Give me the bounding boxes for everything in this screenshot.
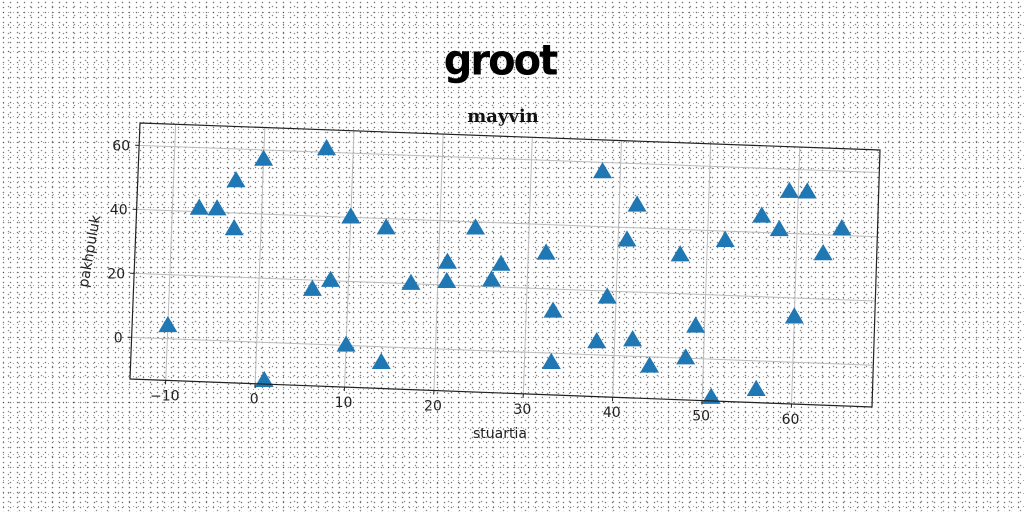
x-grid-line (433, 134, 444, 391)
plot-area: −10 0 10 20 30 40 50 60 0 20 40 60 (107, 122, 881, 428)
x-grid-line (612, 140, 622, 398)
data-point (627, 195, 647, 212)
x-tick-label: 20 (424, 398, 442, 414)
chart-subtitle: mayvin (467, 106, 539, 127)
x-tick-label: −10 (150, 388, 180, 404)
x-grid-line (522, 137, 533, 394)
data-point (784, 307, 804, 324)
x-tick-label: 60 (782, 412, 800, 428)
x-grid-line (254, 127, 266, 384)
data-point (597, 287, 617, 304)
data-point (254, 149, 274, 166)
y-tick-label: 0 (114, 330, 123, 346)
data-point (623, 330, 643, 347)
data-point (746, 379, 766, 396)
y-grid-line (131, 336, 874, 366)
tick-layer: −10 0 10 20 30 40 50 60 0 20 40 60 (107, 138, 799, 428)
x-tick-label: 40 (603, 405, 621, 421)
grid-layer (131, 124, 880, 404)
x-grid-line (791, 147, 801, 404)
data-point (371, 352, 391, 370)
data-point (813, 244, 833, 261)
data-point (640, 356, 660, 373)
x-tick-label: 30 (513, 402, 531, 418)
x-tick-label: 50 (692, 409, 710, 425)
data-point (302, 279, 322, 296)
x-grid-line (165, 124, 177, 381)
x-tick-label: 0 (250, 392, 259, 408)
data-point (158, 315, 178, 333)
data-point (207, 199, 227, 216)
data-point (676, 348, 696, 365)
y-grid-line (136, 208, 878, 238)
y-grid-line (139, 144, 880, 173)
data-point (254, 370, 274, 388)
data-point (617, 230, 637, 247)
data-point (797, 182, 817, 199)
data-point (401, 273, 421, 290)
data-point (543, 301, 563, 318)
data-point (686, 316, 706, 333)
data-point (701, 387, 721, 404)
data-point (341, 207, 361, 224)
y-tick-label: 20 (107, 266, 125, 282)
data-point (587, 332, 607, 349)
data-point (491, 254, 511, 271)
data-point (466, 218, 486, 235)
data-point (317, 139, 337, 156)
data-point (189, 198, 209, 215)
plot-frame (129, 122, 881, 408)
data-point (224, 219, 244, 236)
data-point (769, 219, 789, 237)
data-point (482, 270, 502, 287)
data-point (832, 218, 852, 236)
data-point (670, 245, 690, 262)
data-point (376, 218, 396, 235)
data-point (779, 181, 799, 198)
data-point (437, 252, 457, 269)
y-tick-label: 60 (112, 138, 130, 154)
y-axis-label: pakhpuluk (76, 213, 105, 289)
data-point (226, 171, 246, 188)
data-point (541, 352, 561, 369)
data-point (715, 230, 735, 247)
x-tick-label: 10 (335, 395, 353, 411)
marker-layer (158, 139, 852, 404)
data-point (593, 161, 613, 179)
y-grid-line (134, 272, 876, 302)
figure-title: groot (443, 36, 558, 86)
data-point (437, 271, 457, 289)
x-grid-line (701, 143, 712, 401)
x-axis-label: stuartia (473, 426, 527, 442)
data-point (321, 270, 341, 287)
data-point (336, 335, 356, 352)
data-point (752, 206, 772, 223)
data-point (536, 243, 556, 260)
y-tick-label: 40 (110, 202, 128, 218)
